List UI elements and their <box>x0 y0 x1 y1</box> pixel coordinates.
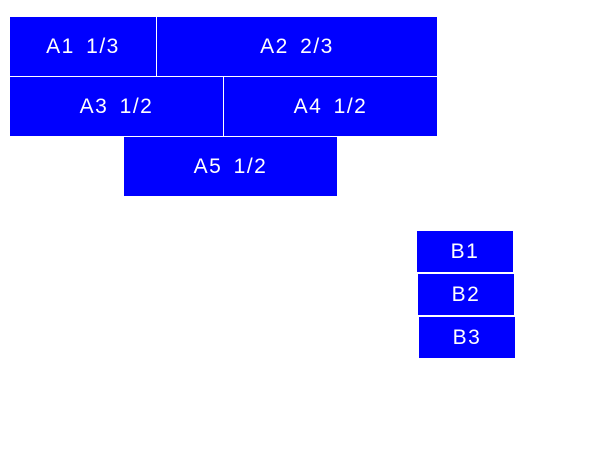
box-a4-label: A4 1/2 <box>293 94 368 118</box>
box-b1[interactable]: B1 <box>417 231 513 272</box>
box-b3[interactable]: B3 <box>419 317 515 358</box>
box-a3-label: A3 1/2 <box>79 94 154 118</box>
box-b2-label: B2 <box>451 282 481 306</box>
box-a4[interactable]: A4 1/2 <box>224 77 437 136</box>
box-b3-label: B3 <box>452 325 482 349</box>
box-a3[interactable]: A3 1/2 <box>10 77 223 136</box>
box-b1-label: B1 <box>450 239 480 263</box>
box-b2[interactable]: B2 <box>418 274 514 315</box>
box-a1[interactable]: A1 1/3 <box>10 17 156 76</box>
box-a1-label: A1 1/3 <box>46 34 120 58</box>
box-a5-label: A5 1/2 <box>193 154 268 178</box>
box-a5[interactable]: A5 1/2 <box>124 137 337 196</box>
box-a2-label: A2 2/3 <box>260 34 334 58</box>
box-a2[interactable]: A2 2/3 <box>157 17 437 76</box>
